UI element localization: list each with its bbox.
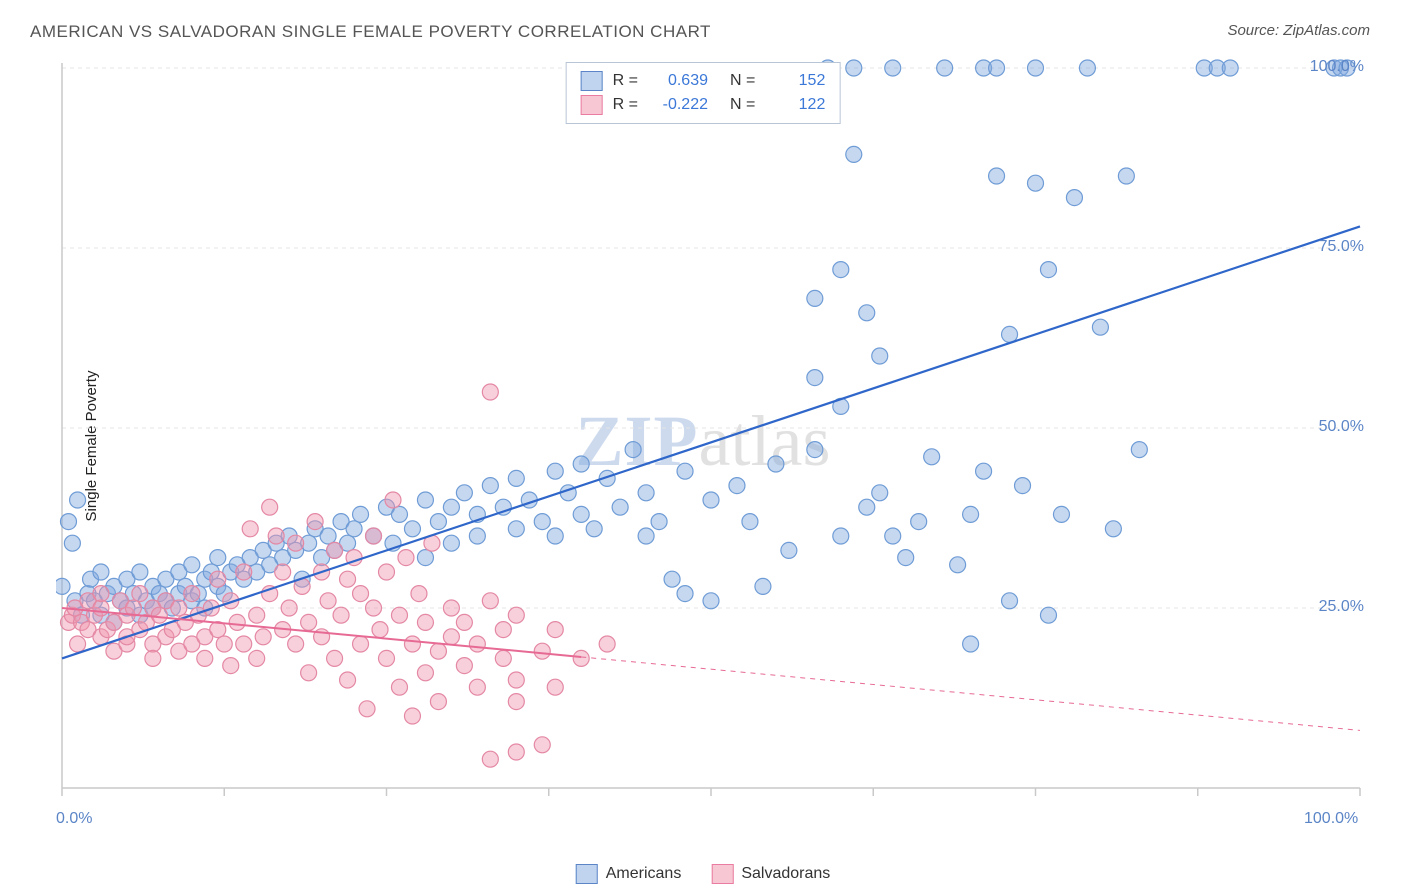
axis-tick-label: 0.0% xyxy=(56,810,92,828)
legend-r-label: R = xyxy=(613,72,638,90)
source-attribution: Source: ZipAtlas.com xyxy=(1227,22,1370,39)
axis-tick-label: 100.0% xyxy=(1310,58,1364,76)
legend-correlation-row: R = 0.639 N = 152 xyxy=(581,69,826,93)
correlation-legend: R = 0.639 N = 152 R = -0.222 N = 122 xyxy=(566,62,841,124)
legend-n-value: 122 xyxy=(765,96,825,114)
chart-title: AMERICAN VS SALVADORAN SINGLE FEMALE POV… xyxy=(30,22,711,42)
axis-tick-label: 75.0% xyxy=(1319,238,1364,256)
legend-swatch xyxy=(581,95,603,115)
legend-series-item: Salvadorans xyxy=(711,864,830,884)
axis-tick-label: 100.0% xyxy=(1304,810,1358,828)
legend-swatch xyxy=(711,864,733,884)
legend-series-item: Americans xyxy=(576,864,682,884)
scatter-plot xyxy=(56,58,1366,818)
legend-r-value: -0.222 xyxy=(648,96,708,114)
legend-series-label: Salvadorans xyxy=(741,865,830,883)
legend-n-label: N = xyxy=(730,72,755,90)
series-legend: Americans Salvadorans xyxy=(576,864,831,884)
legend-series-label: Americans xyxy=(606,865,682,883)
legend-swatch xyxy=(581,71,603,91)
legend-swatch xyxy=(576,864,598,884)
axis-tick-label: 50.0% xyxy=(1319,418,1364,436)
legend-n-value: 152 xyxy=(765,72,825,90)
legend-r-value: 0.639 xyxy=(648,72,708,90)
legend-r-label: R = xyxy=(613,96,638,114)
axis-tick-label: 25.0% xyxy=(1319,598,1364,616)
legend-n-label: N = xyxy=(730,96,755,114)
legend-correlation-row: R = -0.222 N = 122 xyxy=(581,93,826,117)
